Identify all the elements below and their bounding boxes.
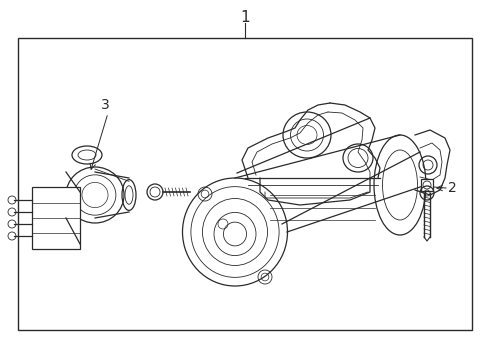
Text: 1: 1 [240,10,250,26]
Bar [421,179,433,191]
Bar [18,38,472,330]
Text: 2: 2 [448,181,457,195]
Bar [32,187,80,249]
Text: 3: 3 [100,98,109,112]
